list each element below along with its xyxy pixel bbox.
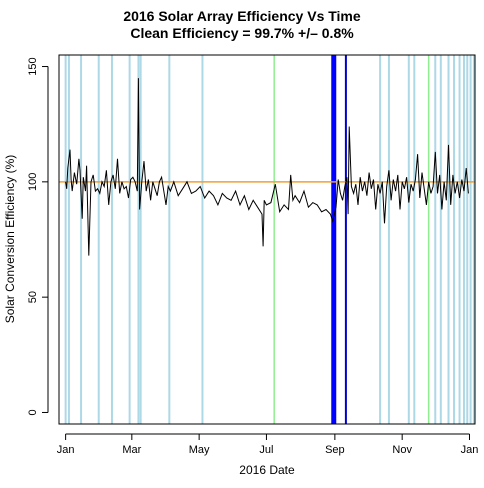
x-tick-label: Sep xyxy=(325,444,345,456)
y-tick-label: 100 xyxy=(27,173,39,191)
x-tick-label: Jan xyxy=(57,444,75,456)
y-tick-label: 150 xyxy=(27,57,39,75)
y-axis-label: Solar Conversion Efficiency (%) xyxy=(3,155,17,324)
x-tick-label: Jul xyxy=(259,444,273,456)
x-tick-label: May xyxy=(189,444,210,456)
y-tick-label: 0 xyxy=(27,409,39,415)
chart-subtitle: Clean Efficiency = 99.7% +/– 0.8% xyxy=(130,25,354,41)
x-axis: Jan Mar May Jul Sep Nov Jan xyxy=(57,433,479,456)
x-axis-label: 2016 Date xyxy=(239,463,295,477)
y-tick-label: 50 xyxy=(27,291,39,303)
plot-frame xyxy=(58,54,476,425)
x-tick-label: Jan xyxy=(461,444,479,456)
x-tick-label: Mar xyxy=(122,444,141,456)
series-line xyxy=(65,78,469,256)
series-layer xyxy=(65,78,469,256)
x-tick-label: Nov xyxy=(392,444,412,456)
y-axis: 0 50 100 150 xyxy=(27,57,49,416)
chart-title: 2016 Solar Array Efficiency Vs Time xyxy=(123,8,361,24)
vertical-markers xyxy=(64,55,475,424)
